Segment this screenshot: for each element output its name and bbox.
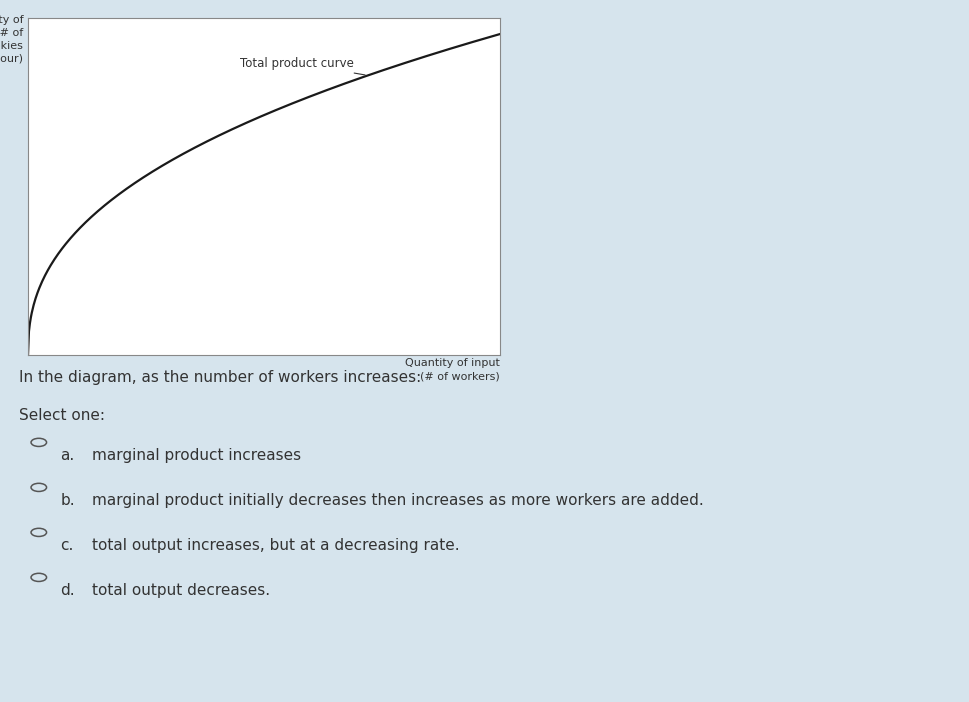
Text: Quantity of input
(# of workers): Quantity of input (# of workers): [405, 358, 499, 382]
Text: total output decreases.: total output decreases.: [92, 583, 270, 598]
Text: c.: c.: [60, 538, 74, 553]
Text: b.: b.: [60, 493, 75, 508]
Text: a.: a.: [60, 448, 75, 463]
Text: Quantity of
output (# of
cookies
per hour): Quantity of output (# of cookies per hou…: [0, 15, 23, 64]
Text: Total product curve: Total product curve: [240, 57, 364, 75]
Text: marginal product initially decreases then increases as more workers are added.: marginal product initially decreases the…: [92, 493, 703, 508]
Text: total output increases, but at a decreasing rate.: total output increases, but at a decreas…: [92, 538, 459, 553]
Text: Select one:: Select one:: [19, 408, 106, 423]
Text: In the diagram, as the number of workers increases:: In the diagram, as the number of workers…: [19, 370, 422, 385]
Text: marginal product increases: marginal product increases: [92, 448, 301, 463]
Text: d.: d.: [60, 583, 75, 598]
